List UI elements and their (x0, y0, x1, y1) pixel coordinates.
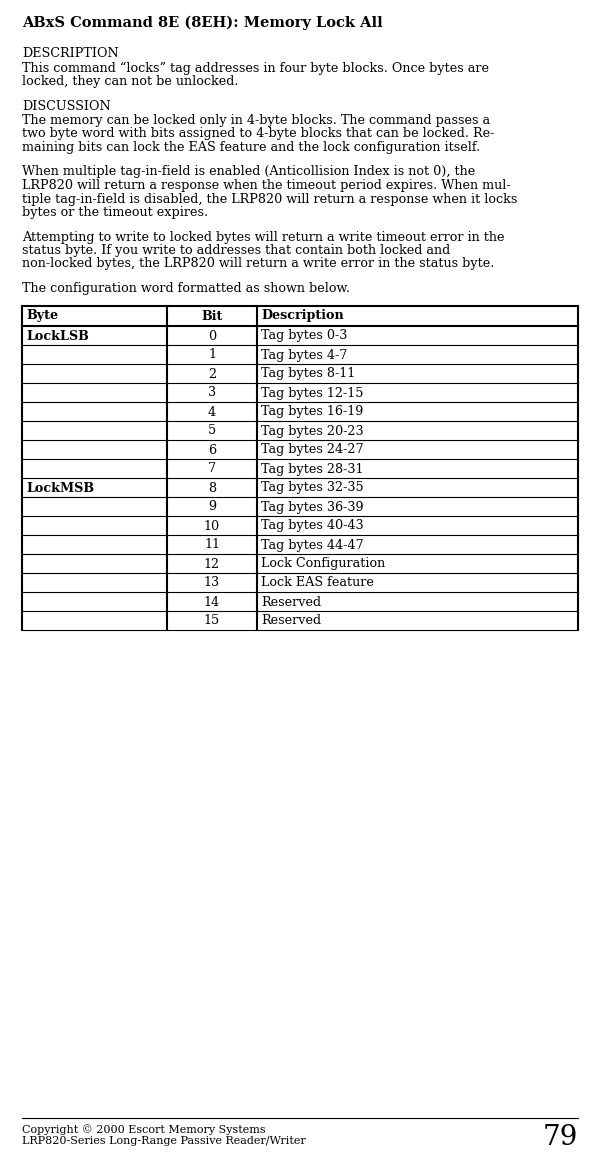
Text: 5: 5 (208, 424, 216, 438)
Text: LRP820 will return a response when the timeout period expires. When mul-: LRP820 will return a response when the t… (22, 179, 511, 192)
Text: Tag bytes 32-35: Tag bytes 32-35 (261, 481, 364, 495)
Text: 9: 9 (208, 501, 216, 514)
Text: Tag bytes 44-47: Tag bytes 44-47 (261, 538, 364, 552)
Text: bytes or the timeout expires.: bytes or the timeout expires. (22, 206, 208, 218)
Text: When multiple tag-in-field is enabled (Anticollision Index is not 0), the: When multiple tag-in-field is enabled (A… (22, 165, 475, 179)
Text: 8: 8 (208, 481, 216, 495)
Text: Tag bytes 36-39: Tag bytes 36-39 (261, 501, 364, 514)
Text: 0: 0 (208, 330, 216, 343)
Text: Lock Configuration: Lock Configuration (261, 558, 385, 571)
Text: 79: 79 (543, 1124, 578, 1152)
Text: 2: 2 (208, 367, 216, 380)
Text: 13: 13 (204, 576, 220, 589)
Text: Tag bytes 20-23: Tag bytes 20-23 (261, 424, 364, 438)
Text: LockLSB: LockLSB (26, 330, 89, 343)
Text: 4: 4 (208, 406, 216, 418)
Text: Tag bytes 12-15: Tag bytes 12-15 (261, 387, 364, 400)
Text: DESCRIPTION: DESCRIPTION (22, 46, 119, 60)
Text: Tag bytes 40-43: Tag bytes 40-43 (261, 519, 364, 532)
Text: Tag bytes 16-19: Tag bytes 16-19 (261, 406, 364, 418)
Text: 6: 6 (208, 444, 216, 457)
Text: non-locked bytes, the LRP820 will return a write error in the status byte.: non-locked bytes, the LRP820 will return… (22, 258, 495, 271)
Text: locked, they can not be unlocked.: locked, they can not be unlocked. (22, 76, 239, 88)
Text: 7: 7 (208, 462, 216, 475)
Text: Byte: Byte (26, 309, 58, 323)
Text: maining bits can lock the EAS feature and the lock configuration itself.: maining bits can lock the EAS feature an… (22, 141, 480, 155)
Text: two byte word with bits assigned to 4-byte blocks that can be locked. Re-: two byte word with bits assigned to 4-by… (22, 128, 495, 141)
Text: 11: 11 (204, 538, 220, 552)
Text: Attempting to write to locked bytes will return a write timeout error in the: Attempting to write to locked bytes will… (22, 230, 504, 244)
Text: This command “locks” tag addresses in four byte blocks. Once bytes are: This command “locks” tag addresses in fo… (22, 62, 489, 74)
Text: Reserved: Reserved (261, 595, 321, 609)
Text: 1: 1 (208, 349, 216, 361)
Text: 3: 3 (208, 387, 216, 400)
Text: Tag bytes 24-27: Tag bytes 24-27 (261, 444, 364, 457)
Text: Tag bytes 0-3: Tag bytes 0-3 (261, 330, 347, 343)
Text: tiple tag-in-field is disabled, the LRP820 will return a response when it locks: tiple tag-in-field is disabled, the LRP8… (22, 193, 517, 206)
Text: LRP820-Series Long-Range Passive Reader/Writer: LRP820-Series Long-Range Passive Reader/… (22, 1136, 306, 1146)
Text: The memory can be locked only in 4-byte blocks. The command passes a: The memory can be locked only in 4-byte … (22, 114, 490, 127)
Text: 15: 15 (204, 615, 220, 627)
Text: ABxS Command 8E (8EH): Memory Lock All: ABxS Command 8E (8EH): Memory Lock All (22, 16, 383, 30)
Text: 14: 14 (204, 595, 220, 609)
Text: Tag bytes 28-31: Tag bytes 28-31 (261, 462, 364, 475)
Text: LockMSB: LockMSB (26, 481, 94, 495)
Text: The configuration word formatted as shown below.: The configuration word formatted as show… (22, 282, 350, 295)
Text: Copyright © 2000 Escort Memory Systems: Copyright © 2000 Escort Memory Systems (22, 1124, 266, 1135)
Text: Tag bytes 4-7: Tag bytes 4-7 (261, 349, 347, 361)
Text: DISCUSSION: DISCUSSION (22, 100, 111, 113)
Text: 10: 10 (204, 519, 220, 532)
Text: Bit: Bit (201, 309, 223, 323)
Text: 12: 12 (204, 558, 220, 571)
Text: Description: Description (261, 309, 344, 323)
Text: Lock EAS feature: Lock EAS feature (261, 576, 374, 589)
Text: Tag bytes 8-11: Tag bytes 8-11 (261, 367, 355, 380)
Text: status byte. If you write to addresses that contain both locked and: status byte. If you write to addresses t… (22, 244, 450, 257)
Text: Reserved: Reserved (261, 615, 321, 627)
